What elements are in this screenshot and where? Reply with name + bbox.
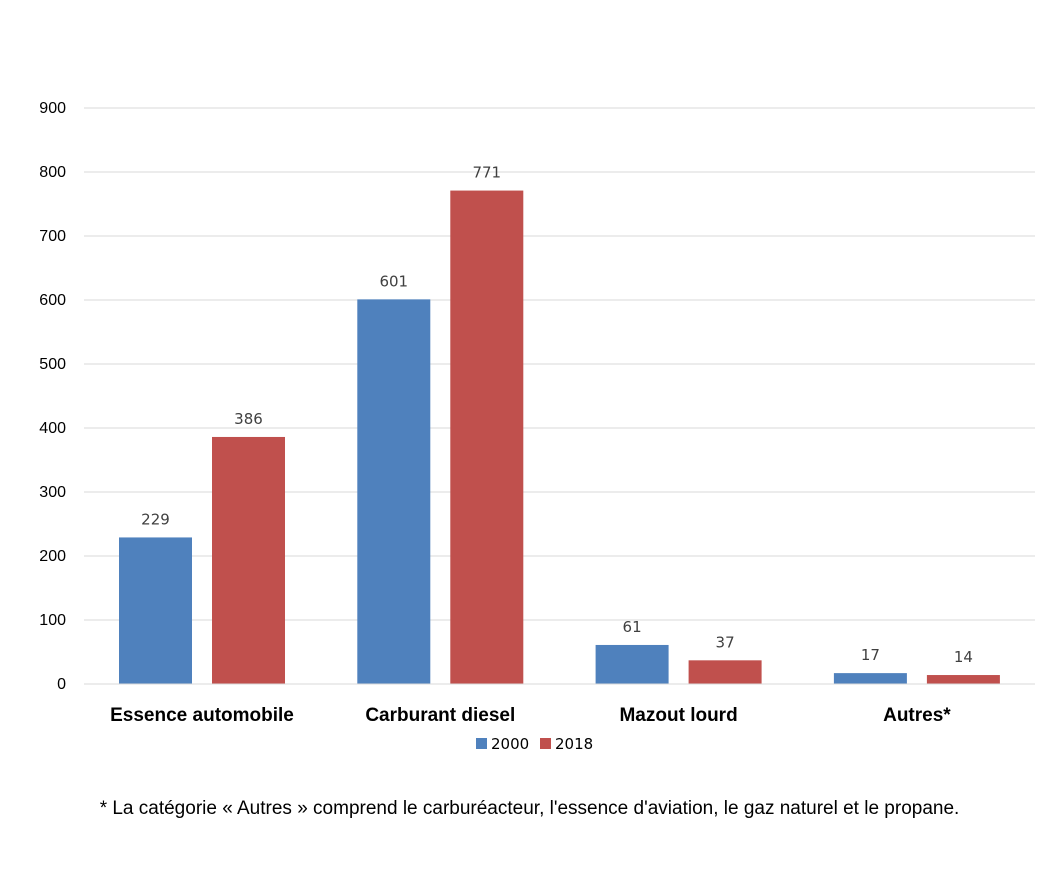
bar-2000 <box>595 644 669 684</box>
bars <box>119 190 1000 684</box>
data-label: 37 <box>716 633 735 651</box>
data-label: 601 <box>379 272 408 290</box>
data-label: 17 <box>861 646 880 664</box>
y-tick-label: 800 <box>39 164 66 181</box>
legend-swatch <box>476 738 487 749</box>
bar-2018 <box>688 660 762 684</box>
data-label: 386 <box>234 410 263 428</box>
data-labels: 229 386 601 771 61 37 17 14 <box>141 164 973 666</box>
data-label: 771 <box>472 164 501 182</box>
bar-2000 <box>833 673 907 684</box>
footnote: * La catégorie « Autres » comprend le ca… <box>99 798 960 819</box>
category-labels: Essence automobile Carburant diesel Mazout… <box>110 705 951 726</box>
y-tick-label: 700 <box>39 228 66 245</box>
legend-swatch <box>540 738 551 749</box>
category-label: Autres* <box>883 705 951 726</box>
y-axis-tick-labels: 0 100 200 300 400 500 600 700 800 900 <box>39 100 66 693</box>
y-tick-label: 600 <box>39 292 66 309</box>
data-label: 61 <box>623 618 642 636</box>
data-label: 14 <box>954 648 973 666</box>
y-tick-label: 400 <box>39 420 66 437</box>
y-tick-label: 500 <box>39 356 66 373</box>
y-tick-label: 0 <box>57 676 66 693</box>
y-tick-label: 900 <box>39 100 66 117</box>
y-tick-label: 200 <box>39 548 66 565</box>
bar-2000 <box>119 537 192 684</box>
legend-label: 2018 <box>555 735 593 753</box>
bar-2000 <box>357 299 431 684</box>
y-tick-label: 100 <box>39 612 66 629</box>
category-label: Essence automobile <box>110 705 294 726</box>
bar-2018 <box>212 436 285 684</box>
category-label: Carburant diesel <box>365 705 515 726</box>
category-label: Mazout lourd <box>619 705 737 726</box>
legend-label: 2000 <box>491 735 529 753</box>
data-label: 229 <box>141 510 170 528</box>
bar-2018 <box>450 190 524 684</box>
bar-2018 <box>926 675 1000 684</box>
legend: 2000 2018 <box>476 735 593 753</box>
y-tick-label: 300 <box>39 484 66 501</box>
